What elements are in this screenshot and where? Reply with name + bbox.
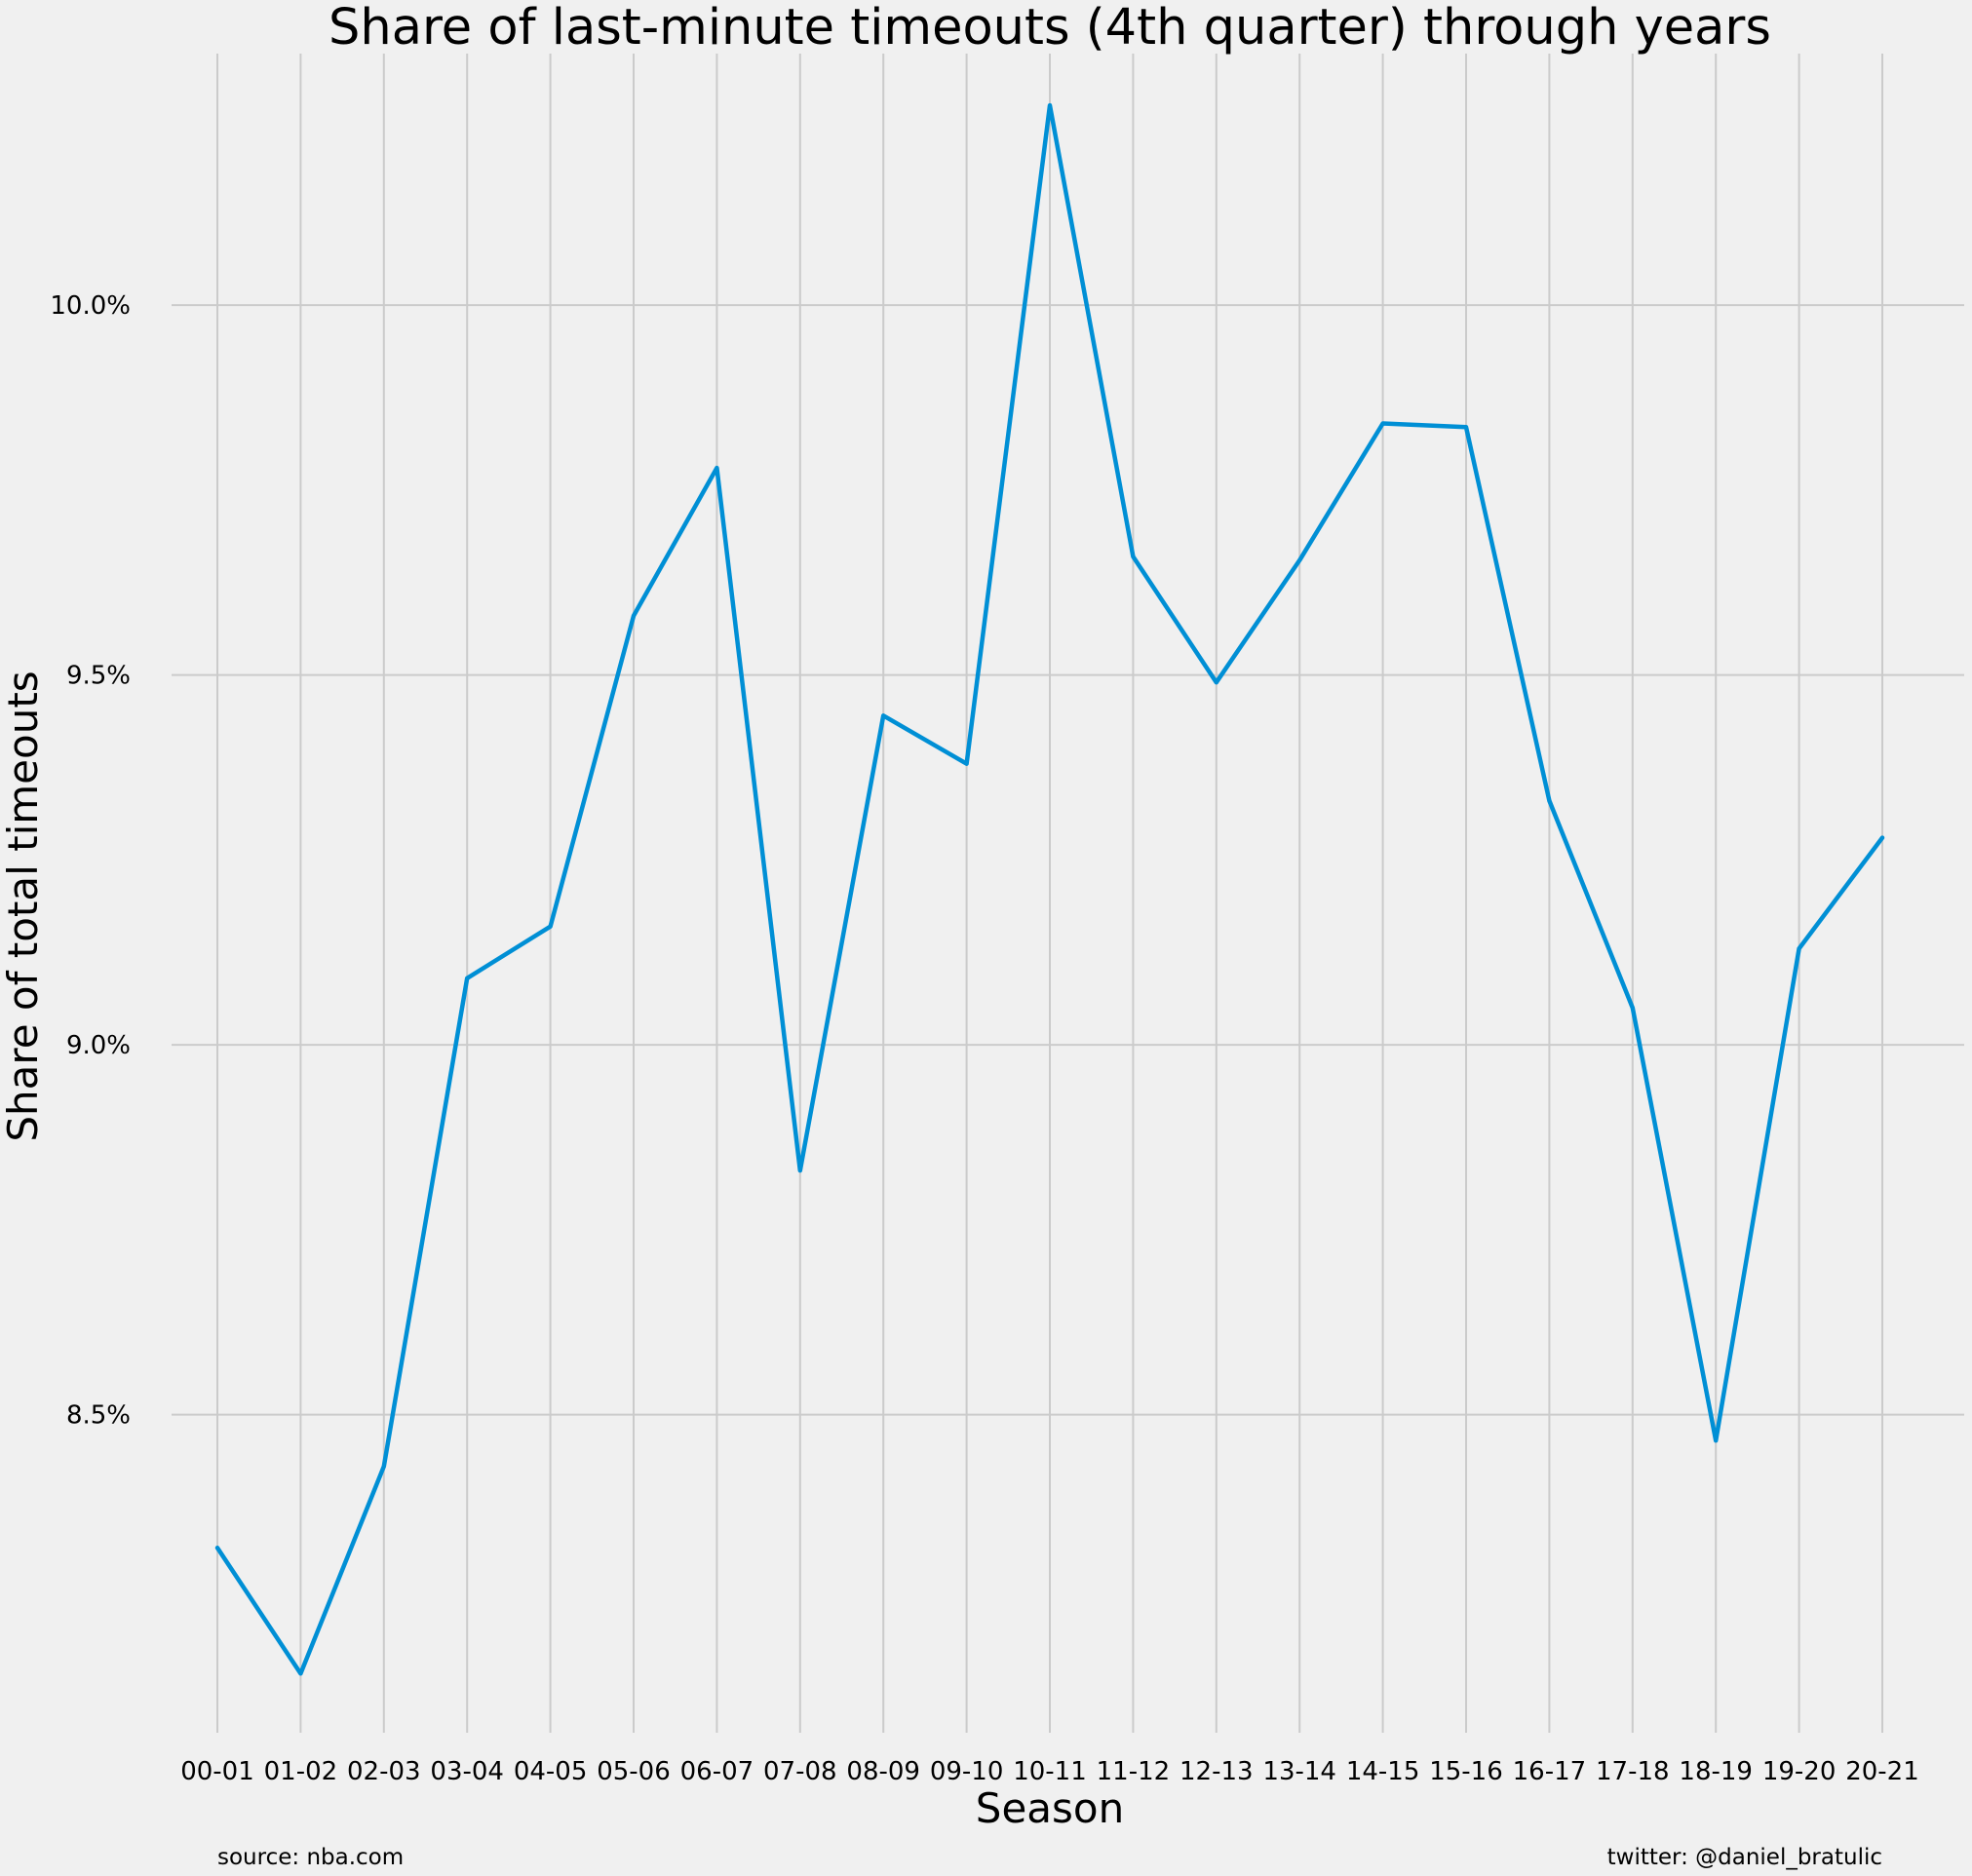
x-tick-label-06-07: 06-07 — [680, 1757, 754, 1786]
source-note: source: nba.com — [217, 1845, 404, 1870]
x-tick-label-09-10: 09-10 — [930, 1757, 1004, 1786]
x-tick-label-15-16: 15-16 — [1429, 1757, 1503, 1786]
x-tick-label-11-12: 11-12 — [1097, 1757, 1171, 1786]
y-tick-label-9.5%: 9.5% — [66, 662, 131, 691]
series-line-0 — [214, 102, 1885, 1676]
x-tick-label-16-17: 16-17 — [1513, 1757, 1587, 1786]
x-tick-label-13-14: 13-14 — [1262, 1757, 1336, 1786]
x-tick-label-00-01: 00-01 — [180, 1757, 254, 1786]
x-tick-label-12-13: 12-13 — [1179, 1757, 1254, 1786]
credit-note: twitter: @daniel_bratulic — [1607, 1845, 1882, 1870]
y-axis-label: Share of total timeouts — [0, 670, 47, 1141]
horizontal-gridlines — [172, 304, 1964, 1416]
x-tick-label-10-11: 10-11 — [1013, 1757, 1087, 1786]
x-tick-label-03-04: 03-04 — [430, 1757, 504, 1786]
x-tick-label-04-05: 04-05 — [514, 1757, 588, 1786]
series-layer — [214, 102, 1885, 1676]
chart-title: Share of last-minute timeouts (4th quart… — [329, 0, 1771, 57]
x-tick-label-02-03: 02-03 — [347, 1757, 421, 1786]
x-tick-label-05-06: 05-06 — [597, 1757, 671, 1786]
y-tick-labels: 8.5% 9.0% 9.5% 10.0% — [50, 291, 131, 1431]
x-tick-label-20-21: 20-21 — [1845, 1757, 1919, 1786]
x-axis-label: Season — [976, 1784, 1124, 1832]
y-tick-label-8.5%: 8.5% — [66, 1401, 131, 1431]
x-tick-labels: 00-01 01-02 02-03 03-04 04-05 05-06 06-07 07-08… — [180, 1757, 1919, 1786]
x-tick-label-14-15: 14-15 — [1346, 1757, 1420, 1786]
x-tick-label-01-02: 01-02 — [264, 1757, 338, 1786]
x-tick-label-08-09: 08-09 — [846, 1757, 920, 1786]
y-tick-label-9.0%: 9.0% — [66, 1031, 131, 1060]
vertical-gridlines — [216, 54, 1883, 1733]
x-tick-label-19-20: 19-20 — [1762, 1757, 1837, 1786]
x-tick-label-07-08: 07-08 — [763, 1757, 837, 1786]
x-tick-label-18-19: 18-19 — [1679, 1757, 1753, 1786]
x-tick-label-17-18: 17-18 — [1596, 1757, 1670, 1786]
y-tick-label-10.0%: 10.0% — [50, 291, 131, 321]
